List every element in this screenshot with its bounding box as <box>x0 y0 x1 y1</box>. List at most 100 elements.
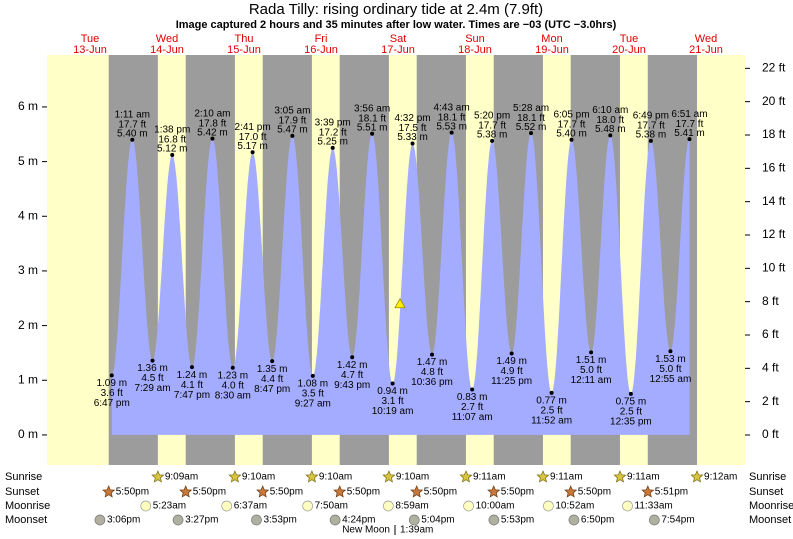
chart-title: Rada Tilly: rising ordinary tide at 2.4m… <box>249 1 543 18</box>
extreme-point <box>310 373 315 378</box>
extreme-m: 1.35 m <box>257 364 288 375</box>
extreme-time: 12:11 am <box>571 375 612 386</box>
y2-tick-label: 16 ft <box>762 161 786 175</box>
sunset-icon <box>179 485 193 498</box>
extreme-point <box>370 131 375 136</box>
moonrise-icon <box>543 500 554 512</box>
extreme-m: 0.83 m <box>457 392 488 403</box>
sunset-time: 5:50pm <box>424 487 457 498</box>
extreme-point <box>189 365 194 370</box>
extreme-time: 11:07 am <box>452 412 493 423</box>
day-name: Tue <box>81 33 100 45</box>
extreme-time: 6:10 am <box>592 105 628 116</box>
extreme-m: 5.42 m <box>197 127 228 138</box>
moonset-time: 3:53pm <box>263 515 296 526</box>
extreme-ft: 4.9 ft <box>501 366 523 377</box>
chart-subtitle: Image captured 2 hours and 35 minutes af… <box>176 19 617 31</box>
extreme-point <box>449 130 454 135</box>
extreme-m: 5.47 m <box>277 125 308 136</box>
sunset-label: Sunset <box>749 486 783 498</box>
extreme-point <box>628 391 633 396</box>
extreme-time: 2:41 pm <box>235 122 271 133</box>
extreme-ft: 3.5 ft <box>302 389 324 400</box>
sunset-icon <box>487 485 501 498</box>
extreme-point <box>270 359 275 364</box>
extreme-ft: 3.6 ft <box>101 388 123 399</box>
y2-tick-label: 12 ft <box>762 227 786 241</box>
moonset-time: 7:54pm <box>661 515 694 526</box>
extreme-ft: 17.7 ft <box>478 120 506 131</box>
extreme-m: 5.48 m <box>595 124 626 135</box>
extreme-m: 5.53 m <box>436 121 467 132</box>
y-tick-label: 4 m <box>18 208 38 222</box>
extreme-m: 5.51 m <box>357 122 388 133</box>
moonrise-label: Moonrise <box>5 500 50 512</box>
extreme-time: 3:05 am <box>274 106 310 117</box>
extreme-m: 0.75 m <box>616 397 647 408</box>
extreme-ft: 4.7 ft <box>341 370 363 381</box>
moonset-time: 3:27pm <box>185 515 218 526</box>
moonset-time: 6:50pm <box>581 515 614 526</box>
current-level <box>394 297 406 309</box>
extreme-point <box>350 355 355 360</box>
sunrise-time: 9:11am <box>627 472 660 483</box>
extreme-point <box>648 138 653 143</box>
day-date: 17-Jun <box>381 44 415 56</box>
y-tick-label: 3 m <box>18 263 38 277</box>
y2-tick-label: 22 ft <box>762 61 786 75</box>
y2-tick-label: 14 ft <box>762 194 786 208</box>
extreme-ft: 17.7 ft <box>676 119 704 130</box>
moonset-time: 5:53pm <box>501 515 534 526</box>
extreme-point <box>150 358 155 363</box>
day-date: 19-Jun <box>535 44 569 56</box>
extreme-ft: 17.9 ft <box>278 116 306 127</box>
extreme-point <box>170 153 175 158</box>
moonrise-icon <box>382 500 394 512</box>
moon-phase: New Moon <box>342 525 390 536</box>
extreme-point <box>290 133 295 138</box>
day-name: Tue <box>620 33 639 45</box>
sunrise-icon <box>536 470 550 483</box>
extreme-time: 4:43 am <box>434 102 470 113</box>
extreme-point <box>230 365 235 370</box>
y2-tick-label: 8 ft <box>762 294 779 308</box>
sunrise-time: 9:11am <box>550 472 583 483</box>
extreme-m: 5.17 m <box>237 141 268 152</box>
extreme-time: 9:43 pm <box>334 380 370 391</box>
day-name: Fri <box>315 33 328 45</box>
extreme-point <box>410 141 415 146</box>
extreme-time: 12:35 pm <box>610 417 652 428</box>
y2-tick-label: 20 ft <box>762 94 786 108</box>
day-date: 20-Jun <box>612 44 646 56</box>
sunset-icon <box>333 485 347 498</box>
y2-tick-label: 0 ft <box>762 427 779 441</box>
extreme-point <box>687 137 692 142</box>
moonrise-label: Moonrise <box>749 500 793 512</box>
day-name: Mon <box>541 33 562 45</box>
extreme-point <box>589 350 594 355</box>
extreme-time: 6:05 pm <box>553 109 589 120</box>
y2-tick-label: 2 ft <box>762 394 779 408</box>
moonset-icon <box>648 514 660 526</box>
extreme-m: 5.41 m <box>674 128 705 139</box>
sunrise-time: 9:10am <box>319 472 352 483</box>
extreme-point <box>509 351 514 356</box>
moonrise-icon <box>302 500 313 512</box>
moonrise-time: 7:50am <box>315 501 348 512</box>
extreme-time: 1:38 pm <box>154 125 190 136</box>
sunset-label: Sunset <box>5 486 39 498</box>
extreme-time: 11:52 am <box>531 415 572 426</box>
extreme-ft: 2.5 ft <box>540 405 562 416</box>
extreme-point <box>549 390 554 395</box>
sunrise-time: 9:09am <box>165 472 198 483</box>
extreme-time: 12:55 am <box>650 374 692 385</box>
extreme-ft: 2.7 ft <box>461 402 483 413</box>
extreme-m: 1.24 m <box>177 370 208 381</box>
sunrise-icon <box>690 470 704 483</box>
extreme-ft: 5.0 ft <box>659 364 681 375</box>
sunrise-label: Sunrise <box>5 471 42 483</box>
extreme-ft: 4.0 ft <box>222 380 244 391</box>
moonrise-icon <box>140 500 152 512</box>
extreme-m: 0.77 m <box>536 395 567 406</box>
extreme-time: 9:27 am <box>295 399 331 410</box>
